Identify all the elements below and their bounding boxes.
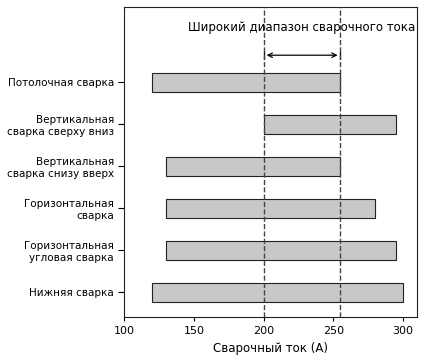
Bar [152, 283, 403, 302]
Bar [264, 115, 396, 134]
Bar [152, 73, 340, 92]
Bar [166, 241, 396, 260]
Bar [166, 157, 340, 176]
X-axis label: Сварочный ток (А): Сварочный ток (А) [213, 342, 328, 355]
Text: Широкий диапазон сварочного тока: Широкий диапазон сварочного тока [189, 21, 416, 34]
Bar [166, 199, 375, 218]
